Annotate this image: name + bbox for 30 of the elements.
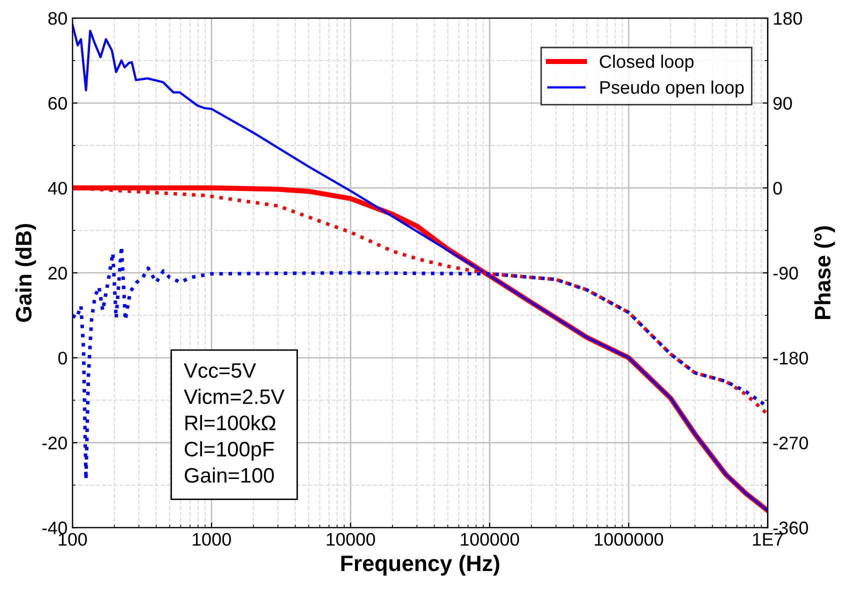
x-tick-label: 1000000 (594, 532, 664, 546)
x-tick-label: 100000 (460, 532, 520, 546)
y2-tick-label: -180 (773, 352, 808, 364)
y-tick-label: 0 (58, 352, 67, 364)
y2-axis-title: Phase (°) (814, 226, 835, 320)
y-tick-label: -40 (42, 522, 67, 534)
y-tick-label: 80 (48, 12, 67, 25)
y-axis-title: Gain (dB) (15, 224, 36, 322)
annotation: Rl=100kΩ (185, 415, 276, 430)
y-tick-label: 60 (48, 96, 67, 110)
y2-tick-label: -90 (773, 266, 798, 280)
annotation: Gain=100 (184, 467, 274, 483)
y2-tick-label: -270 (773, 436, 808, 450)
x-tick-label: 100 (58, 532, 87, 546)
x-tick-label: 1E7 (753, 533, 783, 546)
y2-tick-label: -360 (773, 522, 808, 534)
annotation: Cl=100pF (184, 441, 274, 461)
y2-tick-label: 90 (773, 96, 792, 110)
y-tick-label: 20 (48, 266, 67, 280)
annotation: Vicm=2.5V (184, 388, 285, 404)
y-tick-label: 40 (48, 182, 67, 195)
legend-label: Pseudo open loop (600, 80, 744, 98)
x-axis-title: Frequency (Hz) (341, 554, 500, 576)
x-tick-label: 1000 (192, 532, 231, 546)
y2-tick-label: 0 (773, 182, 782, 195)
x-tick-label: 10000 (326, 532, 375, 546)
annotation: Vcc=5V (184, 363, 256, 378)
legend-label: Closed loop (600, 54, 694, 72)
y-tick-label: -20 (42, 436, 67, 450)
y2-tick-label: 180 (774, 12, 802, 25)
